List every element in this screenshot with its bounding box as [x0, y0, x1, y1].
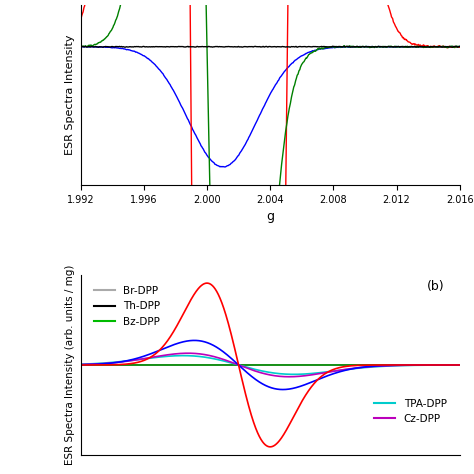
Y-axis label: ESR Spectra Intensity: ESR Spectra Intensity	[65, 35, 75, 155]
Text: (b): (b)	[427, 280, 445, 293]
Legend: TPA-DPP, Cz-DPP: TPA-DPP, Cz-DPP	[370, 395, 451, 428]
Y-axis label: ESR Spectra Intensity (arb. units / mg): ESR Spectra Intensity (arb. units / mg)	[65, 265, 75, 465]
X-axis label: g: g	[266, 210, 274, 223]
